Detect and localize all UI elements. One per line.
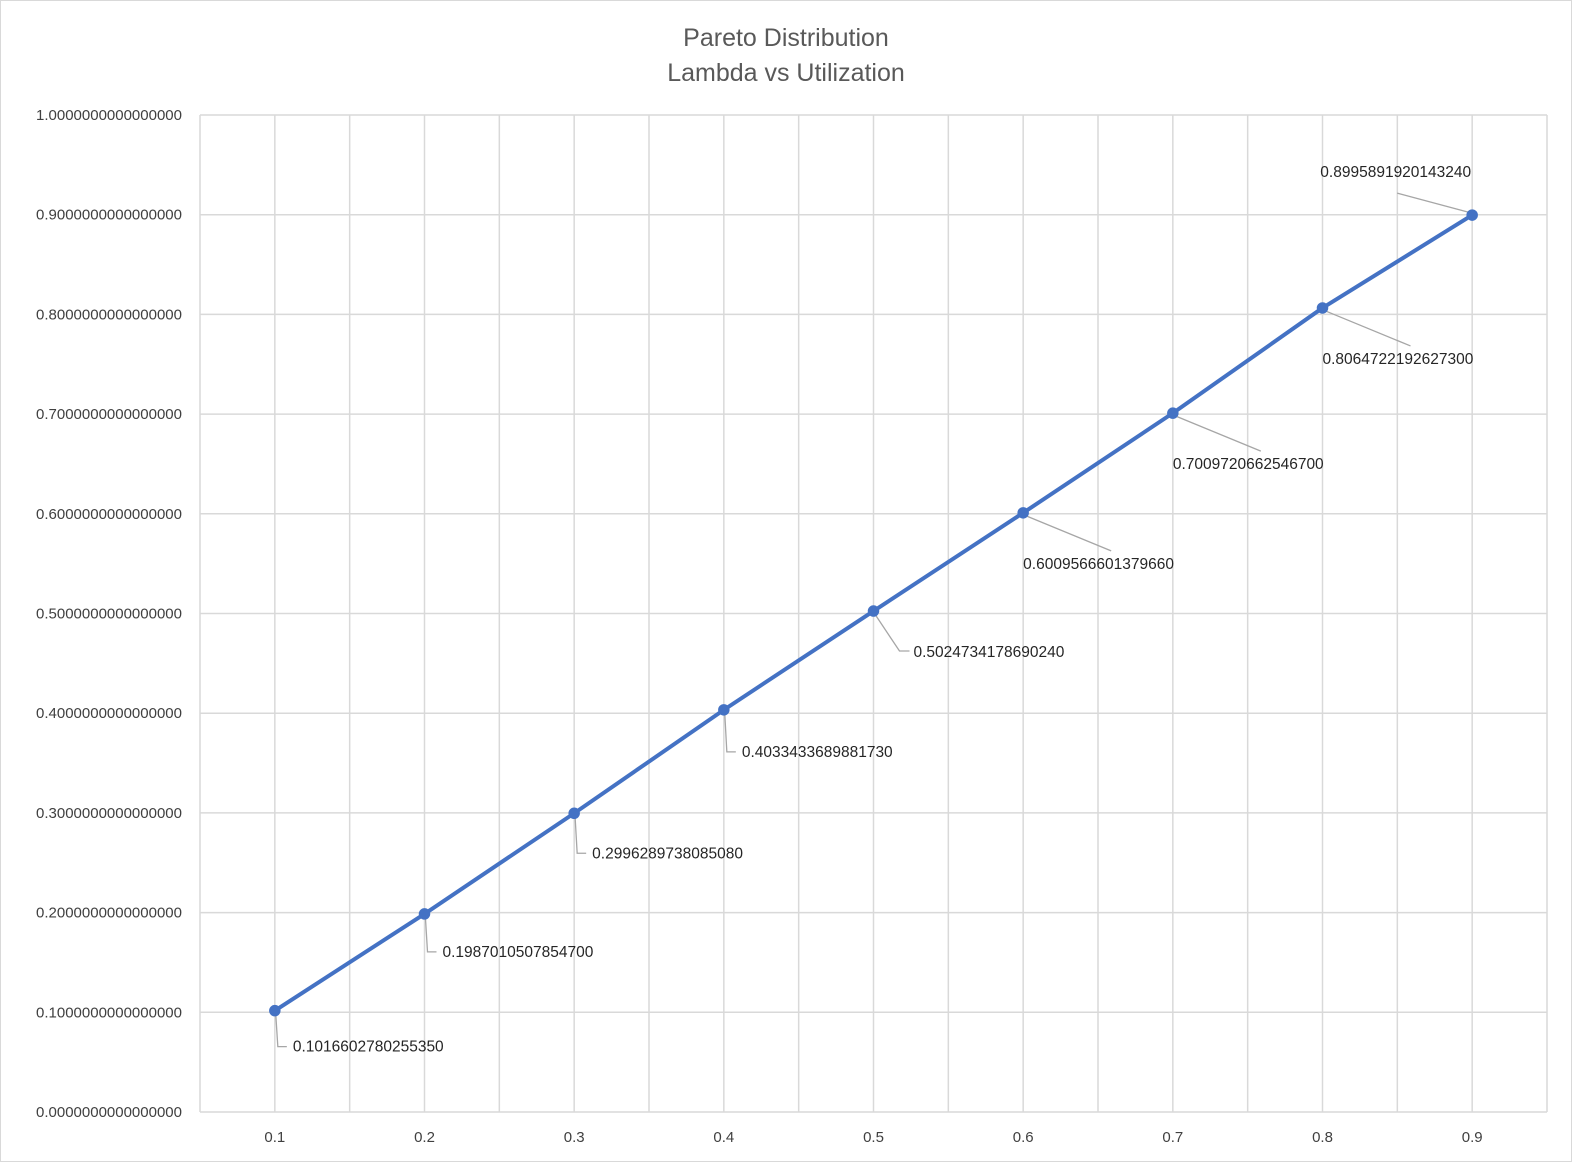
- data-label-leader: [874, 614, 910, 652]
- data-label-leader: [1397, 192, 1469, 213]
- data-label: 0.4033433689881730: [742, 744, 893, 761]
- data-label-leader: [574, 818, 587, 854]
- data-label: 0.1987010507854700: [443, 944, 594, 961]
- data-point-marker: [867, 605, 880, 617]
- data-label: 0.6009566601379660: [1023, 556, 1174, 573]
- data-label-leader: [724, 714, 736, 753]
- data-labels: 0.1016602780255350 0.1987010507854700 0.29…: [293, 164, 1474, 1056]
- y-tick-label: 0.7000000000000000: [36, 406, 182, 423]
- x-tick-label: 0.1: [264, 1129, 285, 1146]
- y-tick-label: 0.0000000000000000: [36, 1104, 182, 1121]
- chart-title-line-2: Lambda vs Utilization: [667, 59, 905, 87]
- series-line-group: [269, 209, 1478, 1017]
- data-label-leader: [1325, 310, 1411, 347]
- data-point-marker: [568, 807, 580, 820]
- data-point-marker: [418, 908, 431, 920]
- y-axis: 0.0000000000000000 0.1000000000000000 0.20…: [36, 107, 182, 1121]
- y-tick-label: 0.1000000000000000: [36, 1004, 182, 1021]
- data-label-leader: [275, 1015, 287, 1048]
- x-tick-label: 0.6: [1013, 1129, 1034, 1146]
- x-tick-label: 0.7: [1162, 1129, 1183, 1146]
- y-tick-label: 0.9000000000000000: [36, 207, 182, 224]
- x-tick-label: 0.5: [863, 1129, 884, 1146]
- data-point-marker: [1017, 507, 1029, 519]
- data-point-marker: [1466, 209, 1478, 221]
- y-tick-label: 0.2000000000000000: [36, 905, 182, 922]
- gridlines: [199, 114, 1548, 1113]
- data-label: 0.8064722192627300: [1323, 351, 1474, 368]
- data-point-marker: [1316, 302, 1329, 314]
- data-point-marker: [269, 1004, 281, 1017]
- y-tick-label: 1.0000000000000000: [36, 107, 182, 124]
- chart-title-line-1: Pareto Distribution: [683, 24, 889, 52]
- y-tick-label: 0.4000000000000000: [36, 705, 182, 722]
- x-tick-label: 0.4: [713, 1129, 734, 1146]
- x-axis: 0.1 0.2 0.3 0.4 0.5 0.6 0.7 0.8 0.9: [264, 1129, 1482, 1146]
- chart-title: Pareto Distribution Lambda vs Utilizatio…: [667, 24, 905, 87]
- data-label-leader: [424, 918, 437, 953]
- data-point-marker: [718, 704, 730, 716]
- y-tick-label: 0.8000000000000000: [36, 306, 182, 323]
- data-label-leader: [1175, 415, 1262, 452]
- y-tick-label: 0.6000000000000000: [36, 506, 182, 523]
- x-tick-label: 0.3: [564, 1129, 585, 1146]
- data-label: 0.7009720662546700: [1173, 456, 1324, 473]
- x-tick-label: 0.9: [1462, 1129, 1483, 1146]
- data-label: 0.2996289738085080: [592, 845, 743, 862]
- data-label-leaders: [275, 192, 1469, 1048]
- data-point-marker: [1167, 407, 1179, 419]
- y-tick-label: 0.5000000000000000: [36, 606, 182, 623]
- y-tick-label: 0.3000000000000000: [36, 805, 182, 822]
- x-tick-label: 0.8: [1312, 1129, 1333, 1146]
- x-tick-label: 0.2: [414, 1129, 435, 1146]
- data-label-leader: [1025, 515, 1112, 552]
- data-label: 0.1016602780255350: [293, 1039, 444, 1056]
- data-label: 0.8995891920143240: [1320, 164, 1471, 181]
- data-label: 0.5024734178690240: [914, 644, 1065, 661]
